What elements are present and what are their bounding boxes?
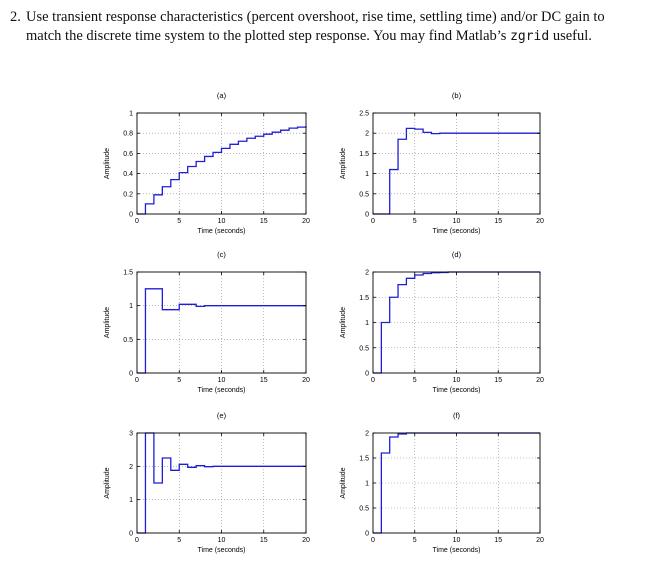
chart-e-xtick-label-2: 10 [218,537,226,544]
chart-c-xtick-label-2: 10 [218,377,226,384]
chart-c-ylabel: Amplitude [104,307,111,338]
chart-a-ytick-label-2: 0.4 [123,171,133,178]
chart-f: 0 5 10 15 20 0 0.5 1 1.5 2 (f) Time (seconds) Amplit… [340,411,544,554]
chart-f-ytick-label-2: 1 [365,481,369,488]
chart-d-xtick-label-4: 20 [536,377,544,384]
chart-e-title: (e) [217,411,227,420]
chart-a-ytick-label-5: 1 [129,111,133,118]
chart-c-title: (c) [217,250,226,259]
chart-d-series-0 [373,271,540,374]
chart-c-xlabel: Time (seconds) [198,387,246,394]
chart-d-title: (d) [452,250,462,259]
chart-e-xlabel: Time (seconds) [198,547,246,554]
chart-f-xtick-label-4: 20 [536,537,544,544]
chart-a-xtick-label-2: 10 [218,218,226,225]
chart-a-xtick-label-4: 20 [302,218,310,225]
chart-c-series-0 [137,288,306,374]
chart-d: 0 5 10 15 20 0 0.5 1 1.5 2 (d) Time (seconds) Amplit… [340,250,544,394]
chart-f-ylabel: Amplitude [340,467,347,498]
problem-number: 2. [10,9,21,25]
chart-a-ytick-label-1: 0.2 [123,191,133,198]
chart-c-xtick-label-3: 15 [260,377,268,384]
chart-e: 0 5 10 15 20 0 1 2 3 (e) Time (seconds) Amplitude [104,411,310,554]
chart-d-ytick-label-1: 0.5 [359,345,369,352]
chart-e-ytick-label-0: 0 [129,531,133,538]
chart-b-ytick-label-1: 0.5 [359,191,369,198]
chart-a-xlabel: Time (seconds) [198,228,246,235]
chart-a-xtick-label-0: 0 [135,218,139,225]
chart-b-xlabel: Time (seconds) [433,228,481,235]
chart-c-ytick-label-3: 1.5 [123,270,133,277]
chart-f-title: (f) [453,411,461,420]
chart-b-xtick-label-4: 20 [536,218,544,225]
chart-e-ytick-label-1: 1 [129,497,133,504]
chart-b-title: (b) [452,91,462,100]
chart-b: 0 5 10 15 20 0 0.5 1 1.5 2 2.5 (b) Time (seconds) Amp… [340,91,544,235]
chart-e-ytick-label-2: 2 [129,464,133,471]
chart-b-ytick-label-0: 0 [365,212,369,219]
chart-d-ytick-label-0: 0 [365,371,369,378]
chart-b-xtick-label-3: 15 [494,218,502,225]
chart-f-xtick-label-1: 5 [413,537,417,544]
chart-b-xtick-label-2: 10 [453,218,461,225]
chart-c: 0 5 10 15 20 0 0.5 1 1.5 (c) Time (seconds) Amplitu… [104,250,310,394]
chart-f-xtick-label-3: 15 [494,537,502,544]
chart-b-series-0 [373,127,540,215]
chart-e-ylabel: Amplitude [104,467,111,498]
chart-d-xlabel: Time (seconds) [433,387,481,394]
chart-f-xlabel: Time (seconds) [433,547,481,554]
chart-a-xtick-label-1: 5 [177,218,181,225]
chart-b-xtick-label-0: 0 [371,218,375,225]
chart-c-xtick-label-4: 20 [302,377,310,384]
chart-a: 0 5 10 15 20 0 0.2 0.4 0.6 0.8 1 (a) Time (seconds) A… [104,91,310,235]
chart-e-ytick-label-3: 3 [129,431,133,438]
chart-a-series-0 [137,126,307,215]
chart-b-ytick-label-3: 1.5 [359,151,369,158]
chart-d-xtick-label-1: 5 [413,377,417,384]
chart-e-series-0 [137,432,306,534]
chart-d-ylabel: Amplitude [340,307,347,338]
chart-b-ytick-label-5: 2.5 [359,111,369,118]
chart-a-ytick-label-3: 0.6 [123,151,133,158]
chart-c-ytick-label-1: 0.5 [123,337,133,344]
chart-d-xtick-label-2: 10 [453,377,461,384]
chart-c-xtick-label-1: 5 [177,377,181,384]
chart-c-ytick-label-2: 1 [129,303,133,310]
problem-text-before: Use transient response characteristics (… [26,9,605,44]
chart-e-xtick-label-1: 5 [177,537,181,544]
chart-a-title: (a) [217,91,227,100]
chart-b-xtick-label-1: 5 [413,218,417,225]
chart-d-ytick-label-3: 1.5 [359,295,369,302]
chart-f-xtick-label-2: 10 [453,537,461,544]
chart-f-ytick-label-1: 0.5 [359,506,369,513]
chart-d-ytick-label-2: 1 [365,320,369,327]
chart-f-xtick-label-0: 0 [371,537,375,544]
chart-d-xtick-label-3: 15 [494,377,502,384]
chart-e-xtick-label-4: 20 [302,537,310,544]
chart-e-xtick-label-0: 0 [135,537,139,544]
chart-f-ytick-label-4: 2 [365,431,369,438]
chart-e-xtick-label-3: 15 [260,537,268,544]
chart-b-ylabel: Amplitude [340,148,347,179]
zgrid-code: zgrid [510,29,550,44]
chart-a-ytick-label-0: 0 [129,212,133,219]
problem-text: Use transient response characteristics (… [26,8,640,46]
chart-b-ytick-label-2: 1 [365,171,369,178]
chart-c-ytick-label-0: 0 [129,371,133,378]
chart-a-ylabel: Amplitude [104,148,111,179]
chart-f-ytick-label-3: 1.5 [359,456,369,463]
chart-b-ytick-label-4: 2 [365,131,369,138]
chart-c-xtick-label-0: 0 [135,377,139,384]
chart-d-xtick-label-0: 0 [371,377,375,384]
chart-f-ytick-label-0: 0 [365,531,369,538]
problem-statement: 2. Use transient response characteristic… [10,8,640,46]
chart-a-xtick-label-3: 15 [260,218,268,225]
chart-d-ytick-label-4: 2 [365,270,369,277]
problem-text-after: useful. [549,28,592,44]
chart-a-ytick-label-4: 0.8 [123,131,133,138]
